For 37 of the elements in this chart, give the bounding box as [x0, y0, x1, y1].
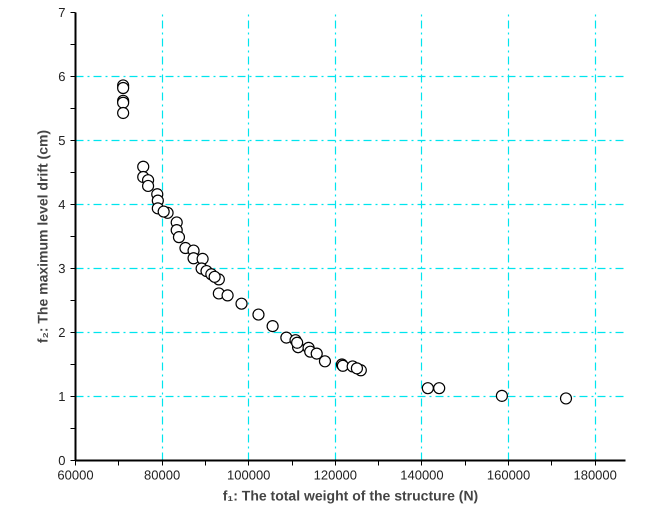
y-tick-label: 2	[58, 325, 66, 340]
y-tick-label: 0	[58, 453, 66, 468]
y-tick-label: 7	[58, 5, 66, 20]
x-tick-label: 80000	[144, 468, 180, 482]
y-tick-label: 5	[58, 133, 66, 148]
point	[422, 382, 434, 394]
y-tick-label: 3	[58, 261, 66, 276]
point	[196, 252, 209, 265]
y-tick-label: 6	[58, 69, 66, 84]
x-tick-label: 160000	[486, 468, 530, 482]
point	[266, 320, 279, 332]
x-tick-label: 100000	[227, 468, 270, 482]
point	[208, 270, 221, 283]
x-tick-label: 60000	[57, 468, 94, 482]
point	[310, 348, 323, 360]
point	[172, 231, 186, 244]
point	[117, 82, 130, 94]
point	[158, 205, 170, 218]
point	[221, 289, 234, 302]
point	[560, 392, 572, 405]
point	[142, 180, 154, 192]
x-axis-title: f₁: The total weight of the structure (N)	[222, 488, 478, 504]
point	[433, 382, 446, 394]
x-tick-label: 120000	[314, 468, 358, 482]
point	[350, 362, 364, 374]
y-axis-title: f₂: The maximum level drift (cm)	[34, 130, 50, 344]
x-tick-label: 180000	[573, 468, 617, 482]
point	[291, 336, 304, 349]
point	[117, 106, 130, 120]
point	[235, 298, 248, 310]
x-tick-label: 140000	[400, 468, 444, 482]
point	[318, 355, 332, 368]
point	[137, 160, 150, 173]
y-tick-label: 1	[58, 389, 66, 404]
y-tick-label: 4	[58, 197, 66, 212]
point	[496, 390, 508, 402]
point	[252, 308, 265, 321]
